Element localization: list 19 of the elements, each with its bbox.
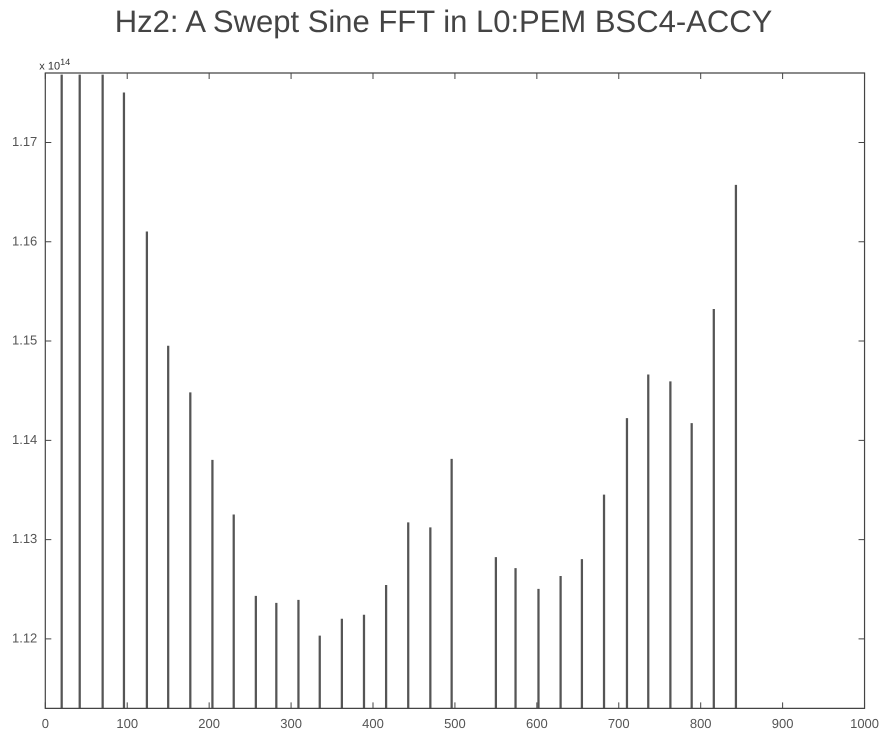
x-tick-label: 300 xyxy=(280,716,302,731)
chart-title: Hz2: A Swept Sine FFT in L0:PEM BSC4-ACCY xyxy=(114,4,774,40)
x-tick-label: 500 xyxy=(444,716,466,731)
x-tick-label: 0 xyxy=(42,716,49,731)
y-tick-label: 1.16 xyxy=(12,233,38,248)
y-tick-label: 1.15 xyxy=(12,332,38,348)
x-tick-label: 900 xyxy=(772,716,794,731)
x-tick-label: 200 xyxy=(198,716,220,731)
y-tick-label: 1.17 xyxy=(12,134,38,150)
x-tick-label: 1000 xyxy=(850,716,879,731)
x-tick-label: 700 xyxy=(608,716,630,731)
y-tick-label: 1.14 xyxy=(12,432,38,447)
text: x 10$^{14}$ xyxy=(39,57,70,73)
y-tick-label: 1.12 xyxy=(12,630,38,646)
x-tick-label: 600 xyxy=(526,716,548,731)
x-tick-label: 100 xyxy=(116,716,138,731)
y-tick-label: 1.13 xyxy=(12,531,38,546)
x-tick-label: 800 xyxy=(690,716,712,731)
x-tick-label: 400 xyxy=(362,716,384,731)
